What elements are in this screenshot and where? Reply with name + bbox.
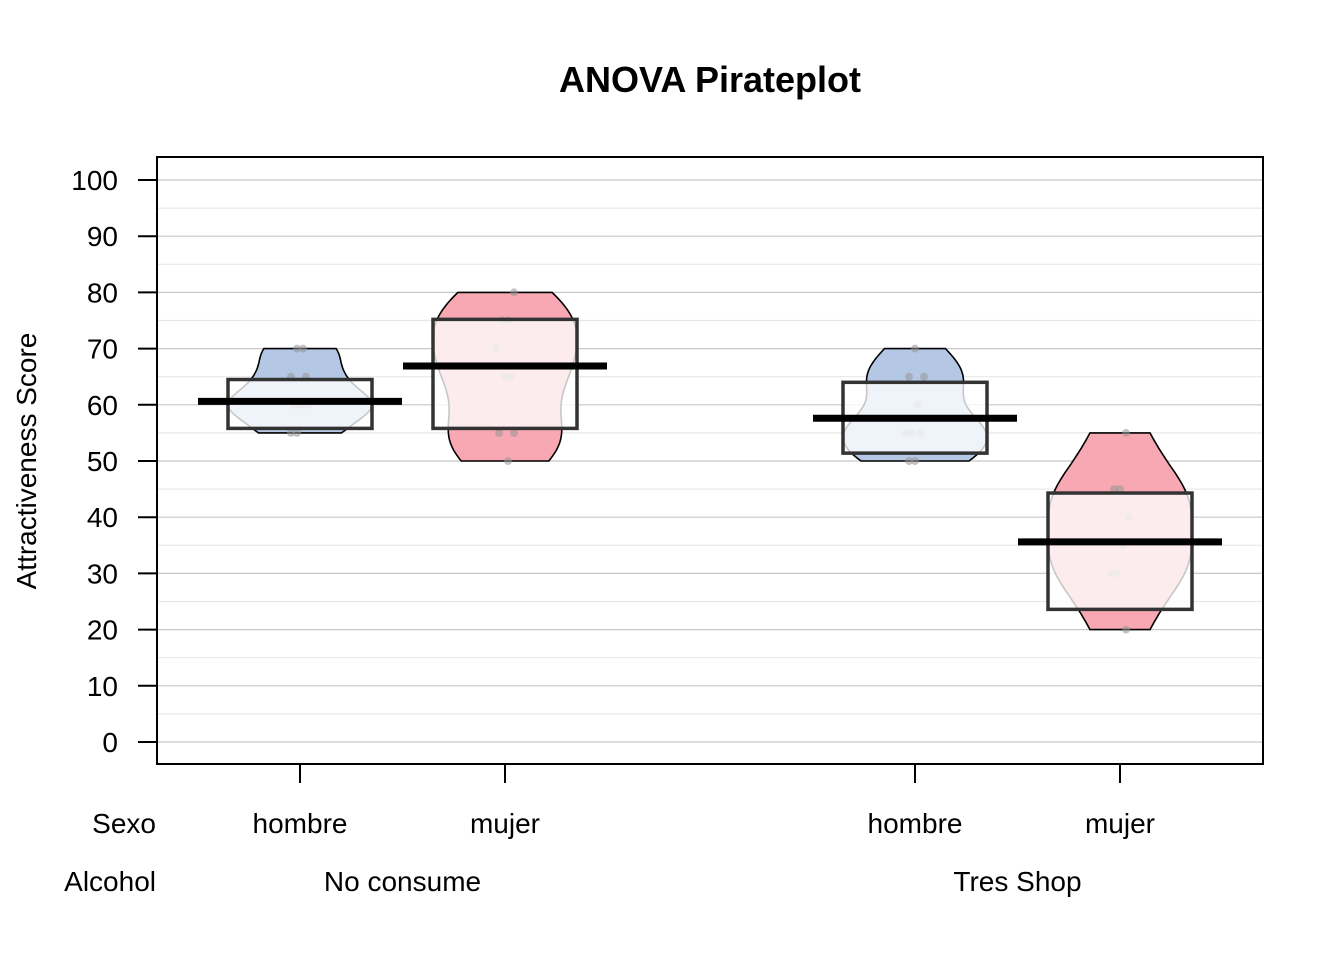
- chart-title: ANOVA Pirateplot: [559, 59, 861, 100]
- data-point: [293, 428, 301, 437]
- y-tick-label: 10: [87, 671, 118, 702]
- data-point: [287, 428, 295, 437]
- data-point: [920, 372, 928, 381]
- y-tick-label: 60: [87, 390, 118, 421]
- x-tick-label-mujer: mujer: [470, 808, 540, 839]
- data-point: [911, 344, 919, 353]
- y-tick-label: 20: [87, 615, 118, 646]
- outer-group-label: Tres Shop: [953, 866, 1081, 897]
- data-point: [1116, 485, 1124, 494]
- y-tick-label: 50: [87, 446, 118, 477]
- y-tick-label: 40: [87, 502, 118, 533]
- y-axis: 0 10 20 30 40 50 60 70 80 90 100: [71, 165, 157, 758]
- data-point: [905, 457, 913, 465]
- y-axis-label: Attractiveness Score: [11, 333, 42, 590]
- x-tick-label-hombre: hombre: [868, 808, 963, 839]
- outer-group-label: No consume: [324, 866, 481, 897]
- data-point: [510, 288, 518, 297]
- data-point: [504, 457, 512, 465]
- x-tick-label-mujer: mujer: [1085, 808, 1155, 839]
- x-axis: hombre mujer hombre mujer No consume Tres Sho…: [253, 764, 1155, 897]
- outer-factor-label: Alcohol: [64, 866, 156, 897]
- y-tick-label: 30: [87, 558, 118, 589]
- data-point: [1110, 485, 1118, 494]
- data-point: [1122, 428, 1130, 437]
- data-point: [293, 344, 301, 353]
- inference-box: [1046, 491, 1194, 612]
- y-tick-label: 100: [71, 165, 118, 196]
- data-point: [510, 428, 518, 437]
- y-tick-label: 80: [87, 277, 118, 308]
- y-tick-label: 70: [87, 334, 118, 365]
- data-point: [911, 457, 919, 465]
- x-tick-label-hombre: hombre: [253, 808, 348, 839]
- inference-boxes: [226, 317, 1194, 612]
- y-tick-label: 90: [87, 221, 118, 252]
- data-point: [905, 372, 913, 381]
- mean-lines: [198, 362, 1222, 546]
- data-point: [495, 428, 503, 437]
- data-point: [299, 344, 307, 353]
- inference-box: [431, 317, 579, 431]
- data-point: [1122, 625, 1130, 634]
- y-tick-label: 0: [102, 727, 118, 758]
- inner-factor-label: Sexo: [92, 808, 156, 839]
